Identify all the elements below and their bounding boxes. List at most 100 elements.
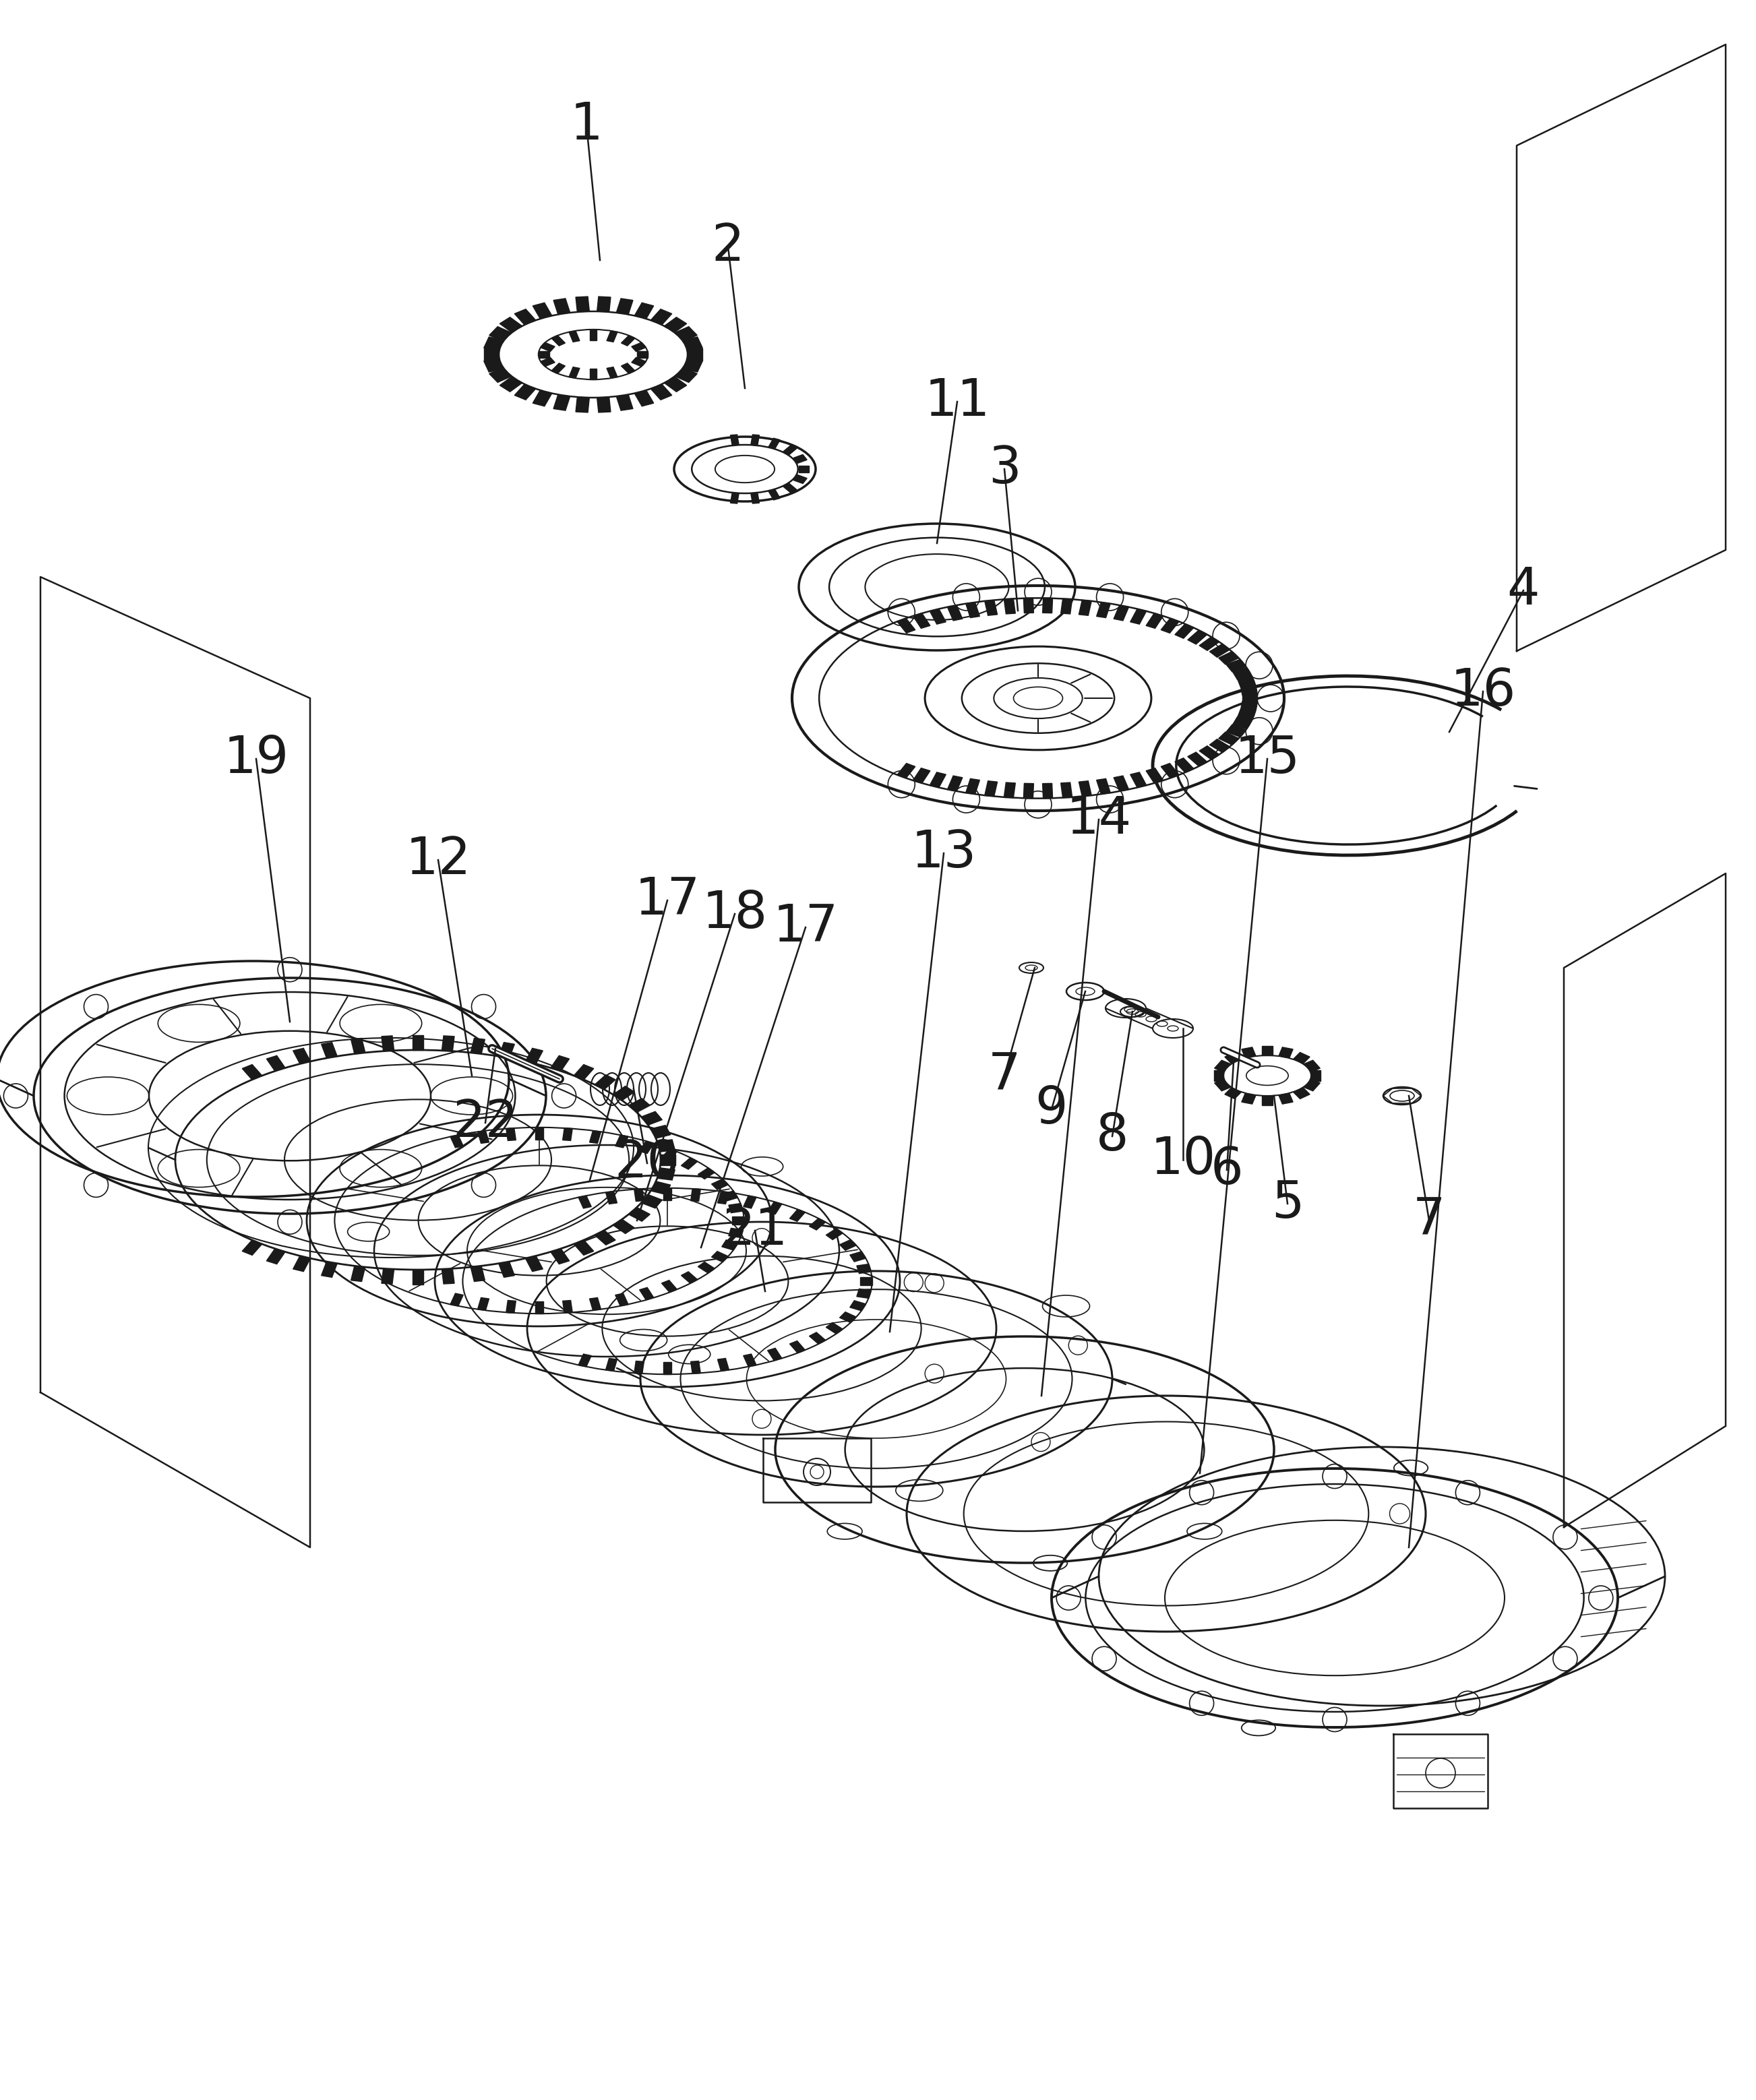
Polygon shape bbox=[551, 1250, 569, 1264]
Polygon shape bbox=[1241, 1094, 1256, 1105]
Polygon shape bbox=[929, 773, 946, 788]
Polygon shape bbox=[662, 1149, 678, 1161]
Polygon shape bbox=[634, 1189, 644, 1201]
Text: 2: 2 bbox=[711, 223, 745, 271]
Polygon shape bbox=[730, 435, 739, 445]
Polygon shape bbox=[1004, 598, 1015, 613]
Polygon shape bbox=[1199, 636, 1219, 651]
Polygon shape bbox=[578, 1354, 592, 1367]
Polygon shape bbox=[1113, 775, 1129, 792]
Polygon shape bbox=[948, 605, 962, 622]
Polygon shape bbox=[1241, 1048, 1256, 1058]
Polygon shape bbox=[1147, 613, 1162, 628]
Polygon shape bbox=[966, 603, 980, 617]
Polygon shape bbox=[711, 1178, 729, 1191]
Polygon shape bbox=[794, 475, 808, 483]
Polygon shape bbox=[783, 483, 797, 493]
Polygon shape bbox=[1278, 1094, 1292, 1105]
Polygon shape bbox=[674, 367, 697, 382]
Text: 12: 12 bbox=[406, 836, 471, 884]
Polygon shape bbox=[506, 1300, 516, 1312]
Polygon shape bbox=[267, 1250, 284, 1264]
Polygon shape bbox=[1215, 1060, 1231, 1071]
Polygon shape bbox=[616, 298, 632, 315]
Polygon shape bbox=[613, 1086, 634, 1100]
Polygon shape bbox=[1175, 758, 1194, 773]
Text: 3: 3 bbox=[989, 443, 1020, 493]
Polygon shape bbox=[525, 1048, 543, 1065]
Polygon shape bbox=[608, 367, 618, 378]
Polygon shape bbox=[722, 1191, 738, 1201]
Polygon shape bbox=[729, 1228, 743, 1237]
Polygon shape bbox=[839, 1312, 857, 1323]
Polygon shape bbox=[664, 376, 687, 393]
Polygon shape bbox=[515, 309, 536, 325]
Polygon shape bbox=[1161, 762, 1178, 779]
Polygon shape bbox=[790, 1342, 806, 1352]
Polygon shape bbox=[752, 435, 759, 445]
Text: 13: 13 bbox=[911, 827, 976, 878]
Text: 21: 21 bbox=[722, 1205, 788, 1256]
Polygon shape bbox=[718, 1359, 729, 1371]
Polygon shape bbox=[634, 391, 653, 405]
Polygon shape bbox=[1004, 783, 1015, 798]
Polygon shape bbox=[450, 1294, 464, 1306]
Polygon shape bbox=[515, 384, 536, 399]
Polygon shape bbox=[632, 342, 646, 351]
Polygon shape bbox=[767, 1201, 781, 1214]
Polygon shape bbox=[639, 1287, 653, 1300]
Polygon shape bbox=[595, 1075, 616, 1090]
Polygon shape bbox=[839, 1239, 857, 1249]
Text: 22: 22 bbox=[453, 1098, 518, 1149]
Polygon shape bbox=[616, 395, 632, 410]
Polygon shape bbox=[1238, 676, 1256, 687]
Polygon shape bbox=[590, 1298, 601, 1310]
Polygon shape bbox=[485, 336, 504, 351]
Polygon shape bbox=[629, 1207, 650, 1222]
Polygon shape bbox=[688, 349, 702, 361]
Polygon shape bbox=[443, 1268, 455, 1283]
Polygon shape bbox=[615, 1294, 629, 1306]
Polygon shape bbox=[1219, 651, 1238, 664]
Polygon shape bbox=[769, 439, 780, 449]
Polygon shape bbox=[857, 1289, 871, 1298]
Polygon shape bbox=[1238, 710, 1256, 720]
Polygon shape bbox=[1219, 733, 1238, 745]
Polygon shape bbox=[966, 779, 980, 794]
Polygon shape bbox=[664, 1189, 671, 1201]
Text: 5: 5 bbox=[1271, 1178, 1305, 1228]
Polygon shape bbox=[948, 775, 962, 792]
Polygon shape bbox=[536, 1302, 543, 1315]
Polygon shape bbox=[1240, 685, 1257, 695]
Polygon shape bbox=[681, 1157, 697, 1170]
Polygon shape bbox=[351, 1037, 365, 1054]
Polygon shape bbox=[683, 357, 702, 372]
Polygon shape bbox=[590, 370, 597, 380]
Polygon shape bbox=[615, 1134, 629, 1149]
Polygon shape bbox=[1213, 1071, 1224, 1082]
Polygon shape bbox=[799, 466, 810, 472]
Polygon shape bbox=[1187, 630, 1206, 645]
Polygon shape bbox=[553, 395, 571, 410]
Polygon shape bbox=[657, 1168, 674, 1180]
Polygon shape bbox=[443, 1035, 455, 1052]
Polygon shape bbox=[485, 349, 499, 361]
Polygon shape bbox=[913, 613, 931, 628]
Polygon shape bbox=[657, 1140, 674, 1151]
Polygon shape bbox=[321, 1042, 337, 1058]
Polygon shape bbox=[897, 762, 915, 779]
Polygon shape bbox=[651, 1182, 671, 1195]
Polygon shape bbox=[639, 1140, 653, 1153]
Polygon shape bbox=[525, 1256, 543, 1270]
Polygon shape bbox=[574, 1241, 594, 1256]
Polygon shape bbox=[490, 367, 511, 382]
Polygon shape bbox=[532, 391, 551, 405]
Polygon shape bbox=[929, 609, 946, 624]
Polygon shape bbox=[1278, 1048, 1292, 1058]
Polygon shape bbox=[541, 357, 555, 367]
Polygon shape bbox=[1131, 609, 1147, 624]
Polygon shape bbox=[651, 384, 673, 399]
Text: 1: 1 bbox=[571, 101, 602, 151]
Polygon shape bbox=[1224, 1052, 1241, 1063]
Polygon shape bbox=[500, 376, 522, 393]
